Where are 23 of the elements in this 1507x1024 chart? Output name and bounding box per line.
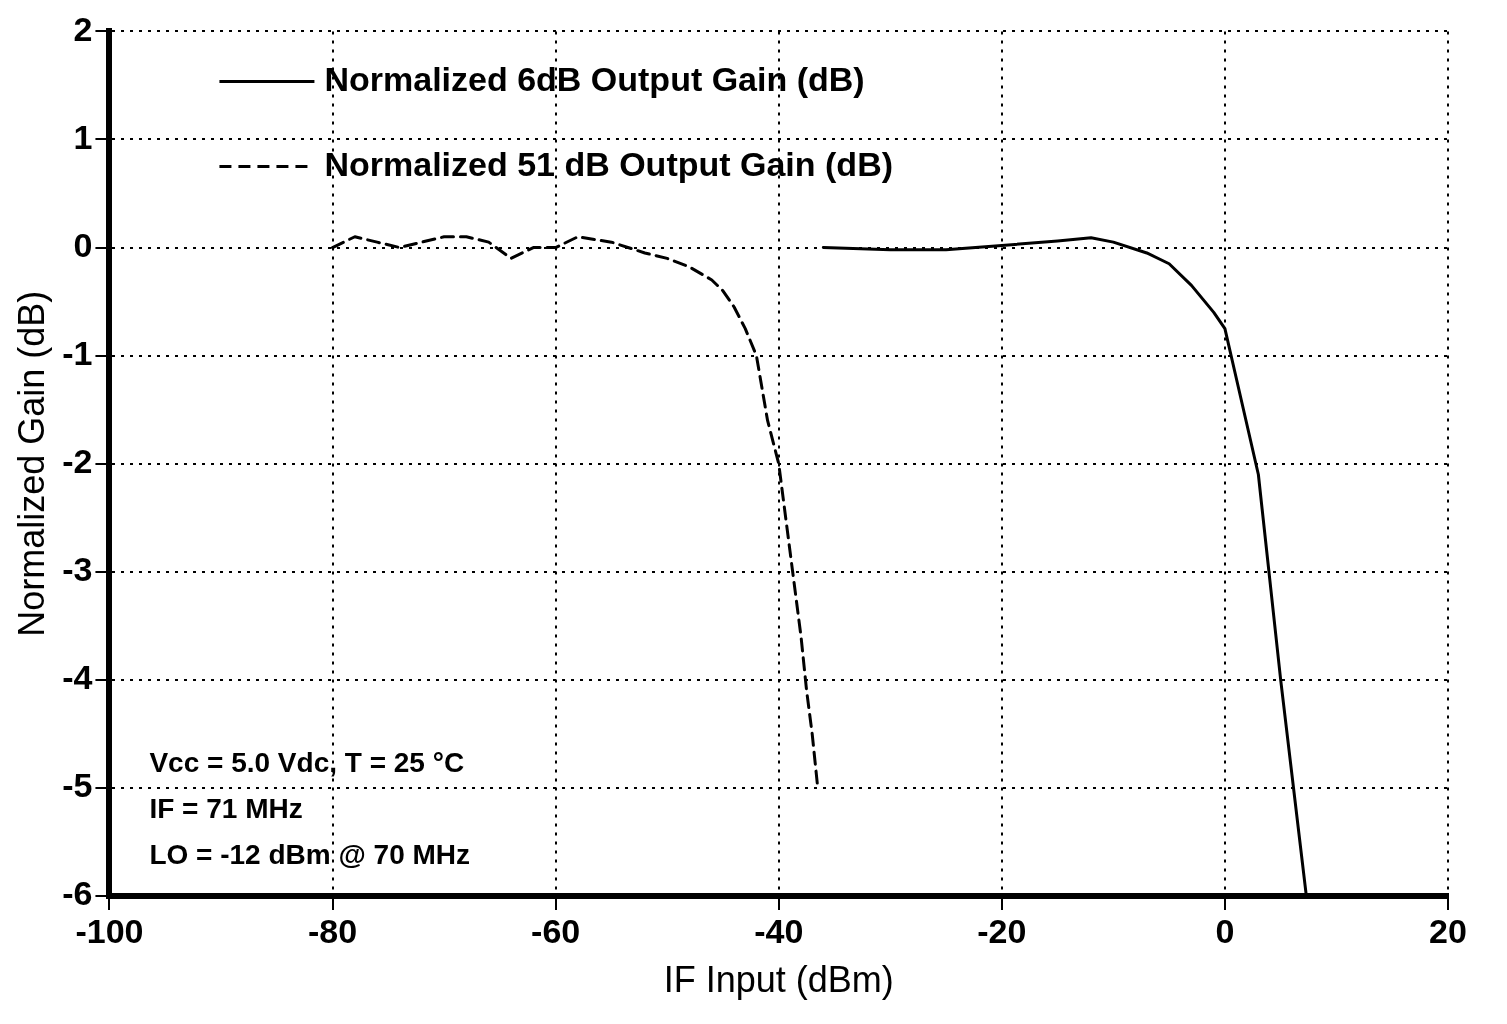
y-tick-label: -1 xyxy=(62,334,93,372)
y-tick-label: -4 xyxy=(62,658,93,697)
y-tick-label: -3 xyxy=(62,550,93,589)
x-tick-label: -100 xyxy=(75,911,144,950)
x-tick-label: -80 xyxy=(307,911,358,950)
y-tick-label: 0 xyxy=(73,225,93,264)
y-tick-label: -5 xyxy=(62,766,93,805)
legend-label: Normalized 6dB Output Gain (dB) xyxy=(324,59,865,98)
x-tick-label: 20 xyxy=(1429,911,1467,950)
legend-label: Normalized 51 dB Output Gain (dB) xyxy=(324,144,894,183)
y-tick-label: 2 xyxy=(73,9,93,48)
x-tick-label: 0 xyxy=(1215,911,1235,950)
y-tick-label: -6 xyxy=(62,874,93,913)
y-tick-label: 1 xyxy=(73,117,93,156)
annotation: Vcc = 5.0 Vdc, T = 25 °C xyxy=(149,746,465,778)
annotation: IF = 71 MHz xyxy=(149,792,303,824)
y-tick-label: -2 xyxy=(62,442,93,481)
x-axis-title: IF Input (dBm) xyxy=(663,959,894,1001)
x-tick-label: -40 xyxy=(754,911,804,950)
y-axis-title: Normalized Gain (dB) xyxy=(10,290,52,637)
annotation: LO = -12 dBm @ 70 MHz xyxy=(149,838,471,870)
x-tick-label: -20 xyxy=(977,911,1027,950)
x-tick-label: -60 xyxy=(531,911,581,950)
